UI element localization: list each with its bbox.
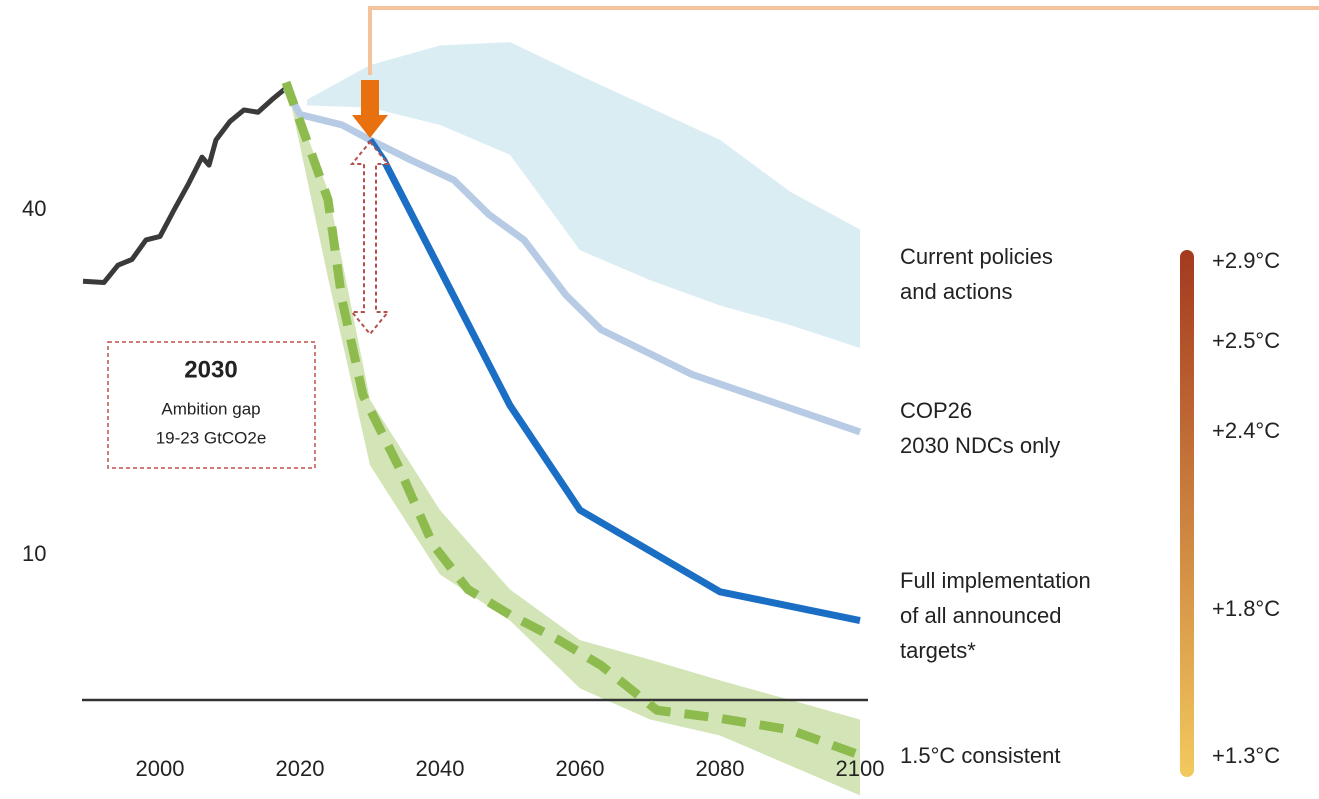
temperature-label: +2.5°C (1212, 328, 1280, 353)
series-label: and actions (900, 279, 1013, 304)
temperature-label: +2.9°C (1212, 248, 1280, 273)
band (307, 42, 860, 348)
temperature-label: +1.3°C (1212, 743, 1280, 768)
series-label: targets* (900, 638, 976, 663)
series-line (82, 86, 288, 285)
annotation-line: 19-23 GtCO2e (156, 428, 267, 447)
x-tick-label: 2100 (836, 756, 885, 781)
annotation-box (107, 341, 316, 469)
series-label: COP26 (900, 398, 972, 423)
y-tick-label: 10 (22, 541, 46, 566)
x-tick-label: 2040 (416, 756, 465, 781)
x-tick-label: 2060 (556, 756, 605, 781)
x-tick-label: 2080 (696, 756, 745, 781)
x-tick-label: 2000 (136, 756, 185, 781)
x-tick-label: 2020 (276, 756, 325, 781)
series-line (282, 86, 862, 436)
series-label: of all announced (900, 603, 1061, 628)
series-label: 1.5°C consistent (900, 743, 1060, 768)
series-label: Full implementation (900, 568, 1091, 593)
temperature-scale (1180, 250, 1194, 777)
connector (368, 6, 1319, 75)
series-line (281, 80, 862, 760)
series-label: Current policies (900, 244, 1053, 269)
y-tick-label: 40 (22, 196, 46, 221)
temperature-label: +1.8°C (1212, 596, 1280, 621)
orange-arrow (352, 80, 388, 138)
annotation-line: Ambition gap (161, 399, 260, 418)
gap-arrow (349, 140, 391, 336)
series-label: 2030 NDCs only (900, 433, 1060, 458)
annotation-title: 2030 (184, 356, 237, 383)
temperature-label: +2.4°C (1212, 418, 1280, 443)
